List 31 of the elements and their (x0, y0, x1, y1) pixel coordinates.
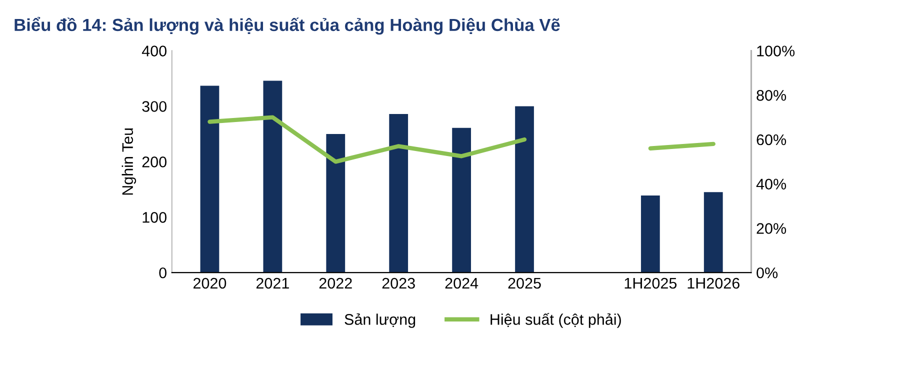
y-tick-label: 0 (159, 267, 166, 278)
y2-tick-label: 0% (756, 267, 778, 278)
y-tick-label: 100 (142, 212, 166, 223)
x-tick-label: 2024 (445, 278, 478, 289)
y-tick-label: 400 (142, 46, 166, 56)
chart-title: Biểu đồ 14: Sản lượng và hiệu suất của cảng Hoàng Diệu Chùa Vẽ (14, 16, 560, 35)
x-tick-label: 2021 (256, 278, 289, 289)
y-tick-label: 300 (142, 101, 166, 112)
x-tick-label: 2022 (319, 278, 352, 289)
legend-label: Sản lượng (344, 313, 416, 328)
x-tick-label: 1H2026 (688, 278, 740, 289)
bar (452, 128, 471, 273)
y2-tick-label: 20% (756, 223, 786, 234)
x-tick-label: 1H2025 (624, 278, 677, 289)
y-tick-label: 200 (142, 156, 166, 168)
y2-tick-label: 100% (757, 46, 795, 56)
bar (326, 134, 346, 273)
x-tick-label: 2025 (508, 278, 541, 289)
y2-tick-label: 40% (756, 178, 786, 190)
y-axis-title: Nghin Teu (122, 128, 136, 195)
bar (200, 86, 220, 273)
bar (640, 196, 660, 273)
bar (704, 192, 723, 273)
y2-tick-label: 60% (756, 134, 786, 146)
legend-label: Hiệu suất (cột phải) (490, 312, 621, 328)
y2-tick-label: 80% (756, 90, 786, 101)
x-tick-label: 2023 (382, 278, 415, 289)
x-tick-label: 2020 (194, 278, 226, 289)
bar (389, 114, 408, 273)
bar (515, 106, 534, 273)
bar (263, 80, 282, 273)
